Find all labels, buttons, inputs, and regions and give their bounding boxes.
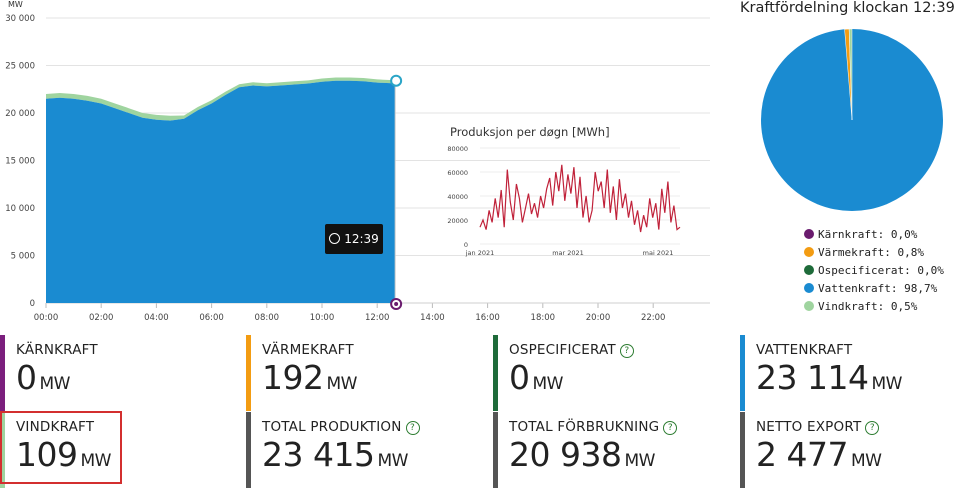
tile-color-bar — [0, 412, 5, 488]
tile-value: 0 MW — [16, 358, 70, 397]
x-tick-label: 20:00 — [586, 313, 611, 323]
y-tick-label: 10 000 — [5, 204, 35, 214]
x-tick-label: 10:00 — [310, 313, 335, 323]
y-axis: 30 000 25 000 20 000 15 000 10 000 5 000 0 — [5, 14, 35, 309]
help-icon[interactable]: ? — [619, 344, 634, 358]
tile-label: VATTENKRAFT — [756, 342, 853, 358]
tile-label: VINDKRAFT — [16, 419, 95, 435]
inset-y-tick-label: 20000 — [447, 217, 468, 225]
legend-dot — [804, 265, 814, 275]
clock-icon — [329, 233, 341, 244]
inset-y-tick-label: 80000 — [447, 145, 468, 153]
inset-y-tick-label: 40000 — [447, 193, 468, 201]
tile-label: TOTAL PRODUKTION? — [262, 419, 420, 435]
inset-y-tick-label: 0 — [464, 241, 468, 249]
tile-value: 0 MW — [509, 358, 563, 397]
inset-x-tick-label: jan 2021 — [465, 249, 495, 257]
inset-gridlines — [480, 147, 680, 245]
tile-value: 23 415 MW — [262, 435, 408, 474]
inset-x-axis: jan 2021 mar 2021 mai 2021 — [465, 249, 674, 257]
vattenkraft-series — [46, 80, 396, 303]
inset-x-tick-label: mar 2021 — [552, 249, 584, 257]
tile-color-bar — [740, 335, 745, 411]
daily-production-inset-chart: 80000 60000 40000 20000 0 jan 2021 mar 2021 ma… — [447, 145, 681, 257]
x-tick-label: 18:00 — [531, 313, 556, 323]
tile-color-bar — [0, 335, 5, 411]
legend-item-karnkraft[interactable]: Kärnkraft: 0,0% — [804, 226, 944, 244]
pie-chart-title: Kraftfördelning klockan 12:39 — [740, 0, 955, 16]
legend-dot — [804, 301, 814, 311]
tile-ospecificerat: OSPECIFICERAT? 0 MW — [493, 335, 723, 411]
x-tick-label: 12:00 — [365, 313, 390, 323]
tooltip-time: 12:39 — [344, 232, 379, 246]
legend-item-vindkraft[interactable]: Vindkraft: 0,5% — [804, 298, 944, 316]
legend-dot — [804, 247, 814, 257]
pie-legend: Kärnkraft: 0,0% Värmekraft: 0,8% Ospecif… — [804, 226, 944, 316]
x-tick-label: 14:00 — [420, 313, 445, 323]
y-tick-label: 5 000 — [11, 252, 35, 262]
legend-item-ospecificerat[interactable]: Ospecificerat: 0,0% — [804, 262, 944, 280]
vindkraft-highlight-box — [0, 411, 122, 484]
x-tick-label: 02:00 — [89, 313, 114, 323]
tile-varmekraft: VÄRMEKRAFT 192 MW — [246, 335, 476, 411]
inset-chart-title: Produksjon per døgn [MWh] — [450, 125, 610, 139]
tile-color-bar — [246, 412, 251, 488]
tile-value: 23 114 MW — [756, 358, 902, 397]
legend-dot — [804, 229, 814, 239]
cursor-marker-vattenkraft — [390, 74, 403, 87]
vindkraft-series — [46, 77, 396, 121]
tile-label: OSPECIFICERAT? — [509, 342, 634, 358]
x-tick-label: 06:00 — [199, 313, 224, 323]
legend-dot — [804, 283, 814, 293]
tile-vattenkraft: VATTENKRAFT 23 114 MW — [740, 335, 970, 411]
help-icon[interactable]: ? — [405, 421, 420, 435]
tile-color-bar — [493, 335, 498, 411]
tile-label: TOTAL FÖRBRUKNING? — [509, 419, 678, 435]
daily-production-line — [479, 164, 681, 233]
y-tick-label: 0 — [30, 299, 35, 309]
tile-netto-export: NETTO EXPORT? 2 477 MW — [740, 412, 970, 488]
tile-label: VÄRMEKRAFT — [262, 342, 354, 358]
tile-total-forbrukning: TOTAL FÖRBRUKNING? 20 938 MW — [493, 412, 723, 488]
inset-y-tick-label: 60000 — [447, 169, 468, 177]
tile-vindkraft: VINDKRAFT 109 MW — [0, 412, 230, 488]
legend-item-vattenkraft[interactable]: Vattenkraft: 98,7% — [804, 280, 944, 298]
tile-color-bar — [493, 412, 498, 488]
tile-value: 2 477 MW — [756, 435, 882, 474]
help-icon[interactable]: ? — [663, 421, 678, 435]
y-tick-label: 15 000 — [5, 157, 35, 167]
inset-y-axis: 80000 60000 40000 20000 0 — [447, 145, 468, 249]
x-tick-label: 22:00 — [641, 313, 666, 323]
tile-label: KÄRNKRAFT — [16, 342, 98, 358]
tile-value: 109 MW — [16, 435, 111, 474]
tile-karnkraft: KÄRNKRAFT 0 MW — [0, 335, 230, 411]
x-tick-label: 16:00 — [475, 313, 500, 323]
time-tooltip: 12:39 — [325, 224, 383, 254]
unit-label: MW — [8, 0, 23, 9]
x-tick-label: 04:00 — [144, 313, 169, 323]
x-tick-label: 08:00 — [255, 313, 280, 323]
y-tick-label: 20 000 — [5, 109, 35, 119]
cursor-marker-karnkraft-dot — [394, 302, 399, 306]
power-distribution-pie[interactable] — [760, 28, 944, 212]
tile-color-bar — [246, 335, 251, 411]
tile-total-produktion: TOTAL PRODUKTION? 23 415 MW — [246, 412, 476, 488]
x-axis: 00:00 02:00 04:00 06:00 08:00 10:00 12:00 14:00… — [34, 302, 710, 323]
tile-value: 20 938 MW — [509, 435, 655, 474]
inset-x-tick-label: mai 2021 — [643, 249, 674, 257]
pie-slice-vindkraft — [848, 28, 853, 121]
tile-value: 192 MW — [262, 358, 357, 397]
y-tick-label: 30 000 — [5, 14, 35, 24]
y-tick-label: 25 000 — [5, 62, 35, 72]
tile-color-bar — [740, 412, 745, 488]
tile-label: NETTO EXPORT? — [756, 419, 880, 435]
help-icon[interactable]: ? — [865, 421, 880, 435]
production-area-chart[interactable]: 30 000 25 000 20 000 15 000 10 000 5 000 0 00:… — [0, 0, 712, 330]
legend-item-varmekraft[interactable]: Värmekraft: 0,8% — [804, 244, 944, 262]
x-tick-label: 00:00 — [34, 313, 59, 323]
